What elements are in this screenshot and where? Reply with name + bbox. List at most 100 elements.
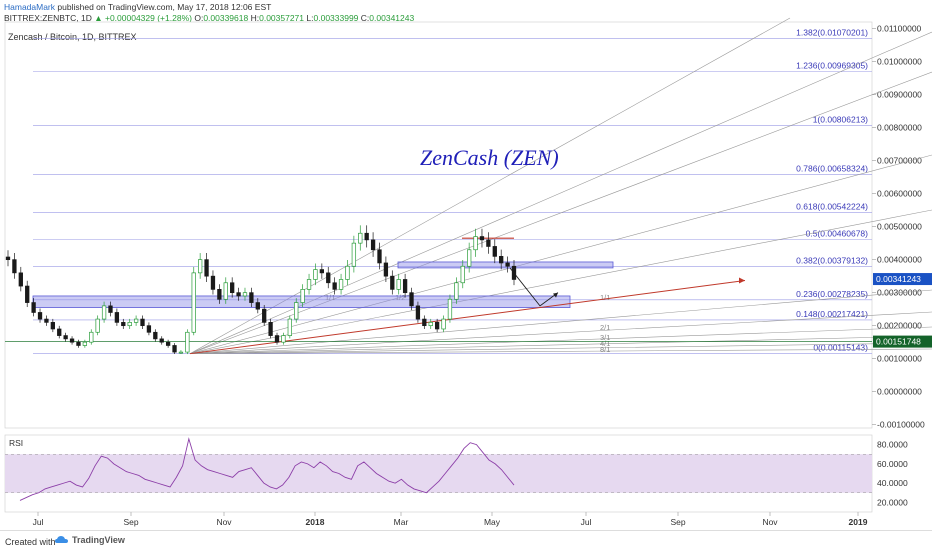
chart-canvas[interactable]: 0.01100000 0.01000000 0.00900000 0.00800000… [0,0,932,530]
x-tick-label: Mar [394,517,409,527]
candle-body [467,249,472,267]
candle-body [306,279,312,290]
candle-body [57,328,62,336]
gann-fan-line [189,342,932,354]
x-tick-label: Sep [670,517,685,527]
candle-body [345,265,350,280]
fib-level-label: 0(0.00115143) [813,343,868,353]
tradingview-logo[interactable]: TradingView [55,535,125,545]
gann-fan-line [189,311,932,354]
chart-header: HamadaMark published on TradingView.com,… [0,0,932,26]
candle-body [191,272,196,333]
projection-arrow-head [553,292,558,298]
candle-body [294,302,299,320]
gann-label: 1/1 [600,293,610,302]
y-tick-label: 0.00600000 [877,189,922,199]
gann-fan-line [189,71,932,354]
candle-body [351,242,357,267]
rsi-band [5,454,872,493]
fib-level-label: 0.786(0.00658324) [796,163,868,173]
candle-body [338,279,344,290]
candle-body [217,289,222,300]
candle-body [185,331,190,353]
candle-body [492,246,497,257]
y-tick-label: 0.00200000 [877,321,922,331]
y-tick-label: 0.01000000 [877,57,922,67]
x-tick-label: May [484,517,501,527]
gann-label: 1/1 [325,293,335,302]
candle-body [300,289,305,303]
candle-body [268,322,273,336]
gann-fan-line [189,31,932,354]
change-text: ▲ +0.00004329 (+1.28%) [94,13,192,23]
candle-body [505,262,510,267]
rsi-y-tick-label: 60.0000 [877,459,908,469]
candle-body [25,285,30,303]
x-tick-label: Jul [581,517,592,527]
candle-body [434,322,440,330]
published-text: published on TradingView.com, May 17, 20… [57,2,272,12]
fib-level-label: 0.5(0.00460678) [806,229,869,239]
candle-body [12,259,17,274]
gann-fan-line [189,154,932,354]
y-tick-label: 0.00400000 [877,255,922,265]
gann-fan-line [189,17,791,354]
candle-body [114,312,120,323]
chart-annotation: ZenCash (ZEN) [420,145,559,170]
candle-body [390,275,395,290]
candle-body [101,305,107,320]
gann-label: 2/1 [600,323,610,332]
y-tick-label: 0.00500000 [877,222,922,232]
cloud-icon [55,536,68,543]
x-tick-label: Nov [216,517,232,527]
candle-body [499,256,504,264]
gann-fan-line [189,209,932,354]
fib-level-label: 1.382(0.01070201) [796,27,868,37]
high-label: H: [250,13,260,23]
gann-fan-line [189,289,932,354]
candle-body [69,338,75,343]
candle-body [473,236,478,251]
candle-body [402,279,408,294]
y-tick-label: 0.00800000 [877,123,922,133]
gann-fan-line [189,326,932,354]
rsi-line [19,437,515,501]
footer: Created with TradingView [0,530,932,551]
candle-body [121,322,126,327]
fib-level-label: 0.148(0.00217421) [796,309,868,319]
candle-body [511,265,517,280]
gann-fan-line [189,335,932,354]
fib-level-label: 1(0.00806213) [813,115,868,125]
candle-body [479,236,485,241]
rsi-label: RSI [9,438,23,448]
candle-body [133,318,139,323]
candle-body [326,272,331,284]
candle-body [441,318,446,330]
candle-body [281,335,286,343]
candle-body [44,318,49,323]
candle-body [63,335,68,340]
candle-body [198,259,203,274]
rsi-y-tick-label: 80.0000 [877,440,908,450]
candle-body [262,308,267,323]
open-value: 0.00339618 [203,13,249,23]
author-link[interactable]: HamadaMark [4,2,56,12]
fib-level-label: 1.236(0.00969305) [796,61,868,71]
candle-body [377,249,382,264]
candle-body [172,345,177,353]
candle-body [159,338,164,343]
candle-body [415,305,421,320]
last-price-badge-text: 0.00341243 [876,274,921,284]
x-tick-label: Jul [33,517,44,527]
main-pane [4,21,873,429]
ohlc-line: BITTREX:ZENBTC, 1D ▲ +0.00004329 (+1.28%… [4,13,414,23]
candle-body [82,341,88,346]
x-tick-label: 2019 [849,517,868,527]
symbol-text: BITTREX:ZENBTC, 1D [4,13,92,23]
candle-body [422,318,427,327]
last-price-badge-bg [873,273,932,286]
fib-level-label: 0.618(0.00542224) [796,202,868,212]
fib-level-label: 0.236(0.00278235) [796,289,868,299]
trendline-arrow-head [739,277,745,284]
candle-body [5,256,11,261]
